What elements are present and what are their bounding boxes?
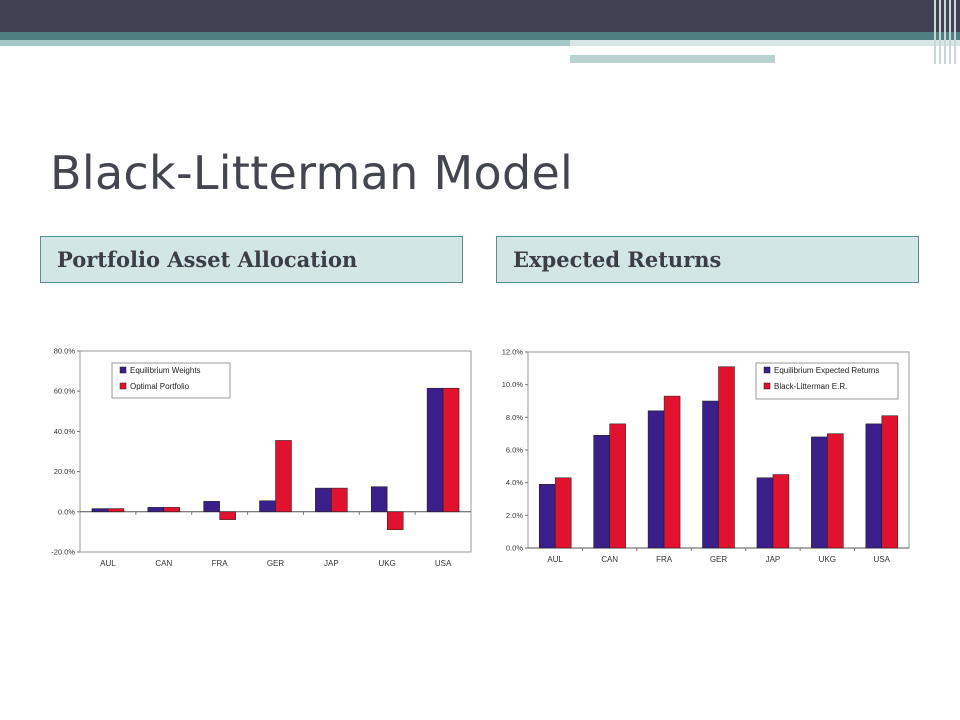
bar-series1 <box>593 435 610 549</box>
bar-series2 <box>663 395 681 549</box>
bar-series2 <box>554 477 572 549</box>
y-tick-label: 12.0% <box>502 348 524 357</box>
bar-series2 <box>107 508 125 513</box>
legend-swatch <box>119 382 127 390</box>
y-tick-label: 8.0% <box>506 413 523 422</box>
y-tick-label: 20.0% <box>54 467 76 476</box>
legend-label: Black-Litterman E.R. <box>774 382 847 391</box>
accent-bar <box>0 32 960 40</box>
left-section-header: Portfolio Asset Allocation <box>40 236 463 283</box>
x-category-label: USA <box>874 555 891 564</box>
bar-series1 <box>756 477 774 549</box>
y-tick-label: 10.0% <box>502 380 524 389</box>
y-tick-label: 0.0% <box>506 544 523 553</box>
bar-series2 <box>609 423 626 549</box>
accent-bar-pale <box>570 40 960 46</box>
x-category-label: FRA <box>212 559 229 568</box>
y-tick-label: 60.0% <box>54 387 76 396</box>
bar-series1 <box>426 387 444 513</box>
bar-series2 <box>163 507 181 513</box>
corner-stripes <box>930 0 960 64</box>
x-category-label: USA <box>435 559 452 568</box>
bar-series2 <box>718 366 735 549</box>
bar-series1 <box>370 486 388 513</box>
bar-series1 <box>647 410 665 549</box>
allocation-chart-svg: 80.0% 60.0% 40.0% 20.0% 0.0% -20.0% AUL CAN FRA G… <box>51 347 472 568</box>
bar-series1 <box>538 484 556 549</box>
returns-chart-svg: 12.0% 10.0% 8.0% 6.0% 4.0% 2.0% 0.0% AUL CAN FRA G… <box>502 348 910 564</box>
y-tick-label: 80.0% <box>54 347 76 356</box>
bar-series2 <box>827 433 844 549</box>
legend-box <box>111 362 231 399</box>
bar-series2 <box>881 415 899 549</box>
x-category-label: GER <box>267 559 285 568</box>
bar-series1 <box>91 508 109 513</box>
x-category-label: AUL <box>100 559 116 568</box>
x-category-label: GER <box>710 555 728 564</box>
accent-bar-short <box>570 55 775 63</box>
top-banner <box>0 0 960 32</box>
y-tick-label: 4.0% <box>506 478 523 487</box>
bar-series1 <box>259 500 276 513</box>
x-category-label: JAP <box>324 559 339 568</box>
slide-title: Black-Litterman Model <box>50 146 574 200</box>
y-tick-label: 6.0% <box>506 446 523 455</box>
x-category-label: AUL <box>547 555 563 564</box>
bar-series2 <box>442 387 460 513</box>
bar-series1 <box>315 487 332 513</box>
accent-divider <box>570 51 888 53</box>
legend-swatch <box>763 382 771 390</box>
x-category-label: CAN <box>155 559 172 568</box>
legend-swatch <box>763 366 771 374</box>
bar-series1 <box>865 423 883 549</box>
x-category-label: CAN <box>601 555 618 564</box>
bar-series2 <box>386 511 404 530</box>
legend-swatch <box>119 366 127 374</box>
bar-series2 <box>275 440 292 513</box>
bar-series2 <box>331 487 348 513</box>
bar-series2 <box>219 511 236 520</box>
y-tick-label: -20.0% <box>51 548 75 557</box>
bar-series1 <box>702 400 719 549</box>
legend-box <box>755 362 899 400</box>
x-category-label: UKG <box>379 559 396 568</box>
legend-label: Equilibrium Weights <box>130 366 201 375</box>
accent-bar-light <box>0 40 570 46</box>
allocation-chart: 80.0% 60.0% 40.0% 20.0% 0.0% -20.0% AUL CAN FRA G… <box>40 342 487 578</box>
bar-series1 <box>811 436 828 549</box>
right-section-header: Expected Returns <box>496 236 919 283</box>
legend-label: Optimal Portfolio <box>130 382 190 391</box>
y-tick-label: 0.0% <box>58 507 75 516</box>
y-tick-label: 2.0% <box>506 511 523 520</box>
bar-series2 <box>772 474 790 549</box>
y-tick-label: 40.0% <box>54 427 76 436</box>
x-category-label: JAP <box>766 555 781 564</box>
x-category-label: UKG <box>819 555 836 564</box>
returns-chart: 12.0% 10.0% 8.0% 6.0% 4.0% 2.0% 0.0% AUL CAN FRA G… <box>486 342 920 572</box>
bar-series1 <box>147 507 165 513</box>
legend-label: Equilibrium Expected Returns <box>774 366 879 375</box>
bar-series1 <box>203 501 220 513</box>
x-category-label: FRA <box>656 555 673 564</box>
plot-frame <box>79 350 472 553</box>
